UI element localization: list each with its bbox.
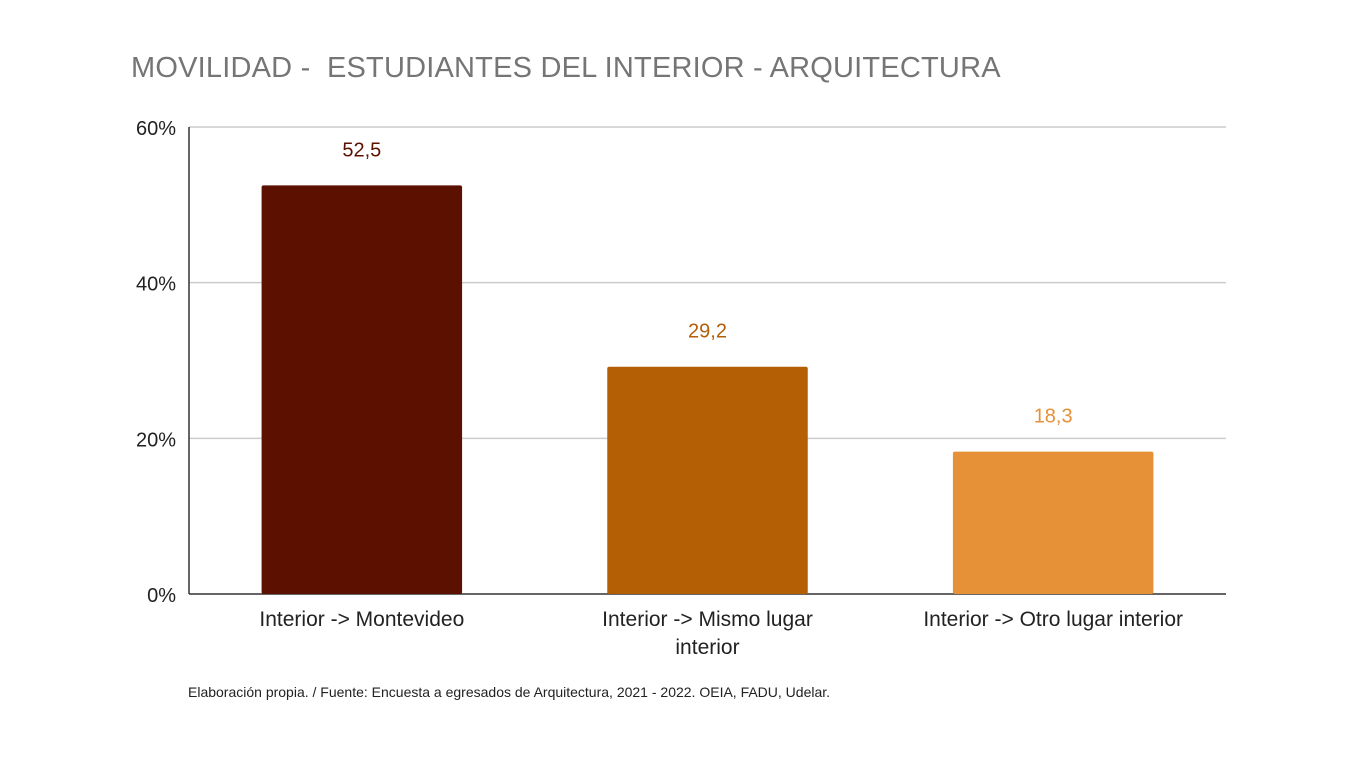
y-tick-label: 60% xyxy=(136,118,176,140)
y-tick-label: 0% xyxy=(147,585,176,607)
x-tick-label: Interior -> Mismo lugar interior xyxy=(602,608,813,659)
y-tick-label: 40% xyxy=(136,274,176,296)
data-label: 29,2 xyxy=(688,321,727,343)
y-tick-label: 20% xyxy=(136,429,176,451)
bar xyxy=(261,185,463,594)
x-tick-label: Interior -> Montevideo xyxy=(259,608,464,631)
data-label: 18,3 xyxy=(1034,406,1073,428)
bar xyxy=(952,451,1154,594)
chart-title: MOVILIDAD - ESTUDIANTES DEL INTERIOR - A… xyxy=(131,52,1001,84)
data-label: 52,5 xyxy=(342,139,381,161)
bar xyxy=(607,366,808,594)
source-note: Elaboración propia. / Fuente: Encuesta a… xyxy=(188,684,831,700)
x-tick-label: Interior -> Otro lugar interior xyxy=(923,608,1183,631)
